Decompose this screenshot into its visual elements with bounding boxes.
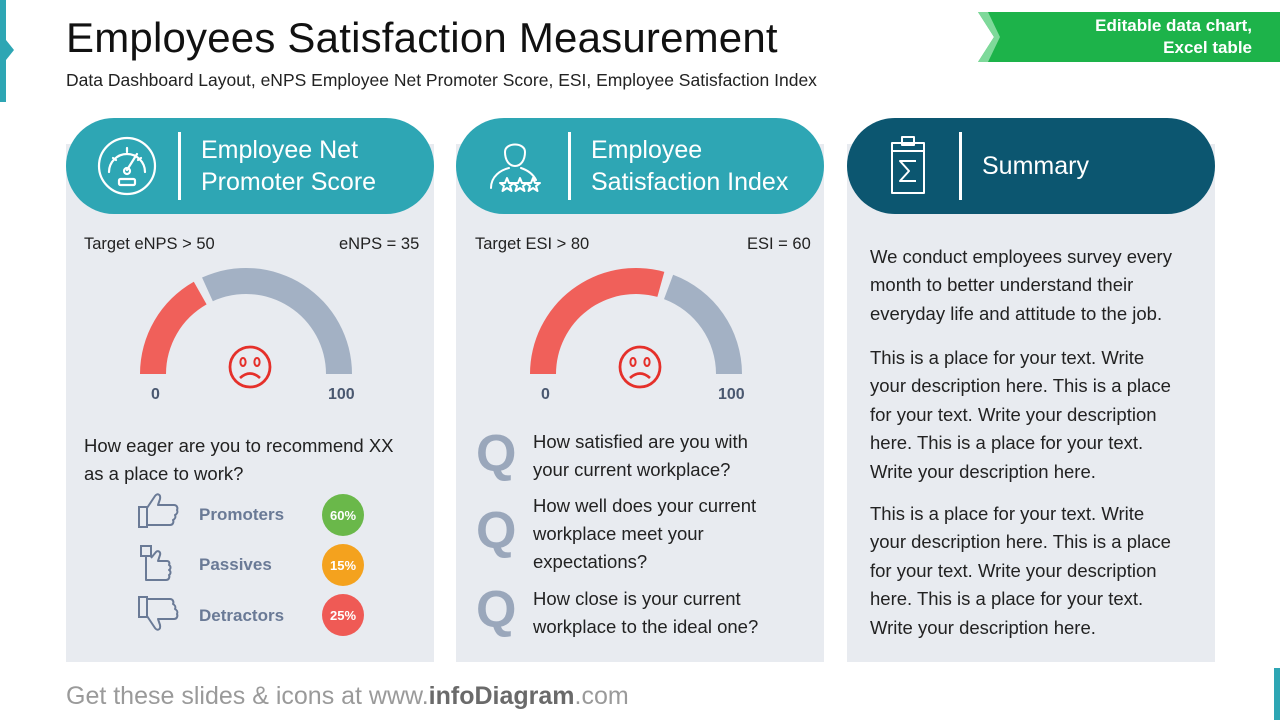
enps-card [66, 144, 434, 662]
sad-face-icon [228, 345, 272, 389]
summary-paragraph-1: We conduct employees survey every month … [870, 243, 1200, 328]
enps-header-line-1: Employee Net [201, 136, 359, 164]
esi-gauge-filled [530, 268, 665, 374]
summary-p2-line-3: for your text. Write your description [870, 403, 1157, 425]
thumbs-down-icon [138, 596, 179, 631]
footer-brand: infoDiagram [428, 682, 575, 710]
summary-p2-line-2: your description here. This is a place [870, 375, 1171, 397]
left-accent-bar [0, 0, 6, 102]
page-subtitle: Data Dashboard Layout, eNPS Employee Net… [66, 70, 817, 90]
esi-gauge [530, 268, 742, 374]
esi-question-2-line-3: expectations? [533, 551, 648, 572]
esi-question-2-line-1: How well does your current [533, 495, 757, 516]
ribbon-line-2: Excel table [1163, 38, 1252, 57]
category-badge-passives: 15% [322, 544, 364, 586]
question-q-letter-2: Q [476, 502, 517, 560]
summary-header: Summary [847, 118, 1215, 214]
summary-card [847, 144, 1215, 662]
footer-prefix: Get these slides & icons at www. [66, 682, 429, 710]
summary-p3-line-5: Write your description here. [870, 616, 1096, 638]
esi-header-line-2: Satisfaction Index [591, 168, 789, 196]
esi-header-divider [568, 132, 571, 200]
person-rating-icon [482, 131, 552, 201]
category-badge-promoters: 60% [322, 494, 364, 536]
esi-question-1-line-2: your current workplace? [533, 459, 731, 480]
summary-paragraph-2: This is a place for your text. Write you… [870, 344, 1200, 486]
page-title: Employees Satisfaction Measurement [66, 14, 778, 61]
esi-target: Target ESI > 80 [475, 235, 590, 253]
esi-question-3-line-2: workplace to the ideal one? [533, 616, 759, 637]
enps-header: Employee Net Promoter Score [66, 118, 434, 214]
esi-question-3: How close is your current workplace to t… [533, 585, 793, 641]
summary-p3-line-4: here. This is a place for your text. [870, 588, 1144, 610]
summary-header-title: Summary [982, 152, 1089, 180]
summary-p1-line-3: everyday life and attitude to the job. [870, 302, 1163, 324]
esi-gauge-min: 0 [541, 386, 550, 403]
esi-gauge-remaining [664, 274, 742, 374]
editable-ribbon: Editable data chart, Excel table [978, 12, 1280, 62]
speedometer-icon [92, 131, 162, 201]
summary-p3-line-1: This is a place for your text. Write [870, 503, 1145, 524]
sad-face-icon [618, 345, 662, 389]
esi-gauge-max: 100 [718, 386, 745, 403]
clipboard-sigma-icon [873, 131, 943, 201]
ribbon-line-1: Editable data chart, [1095, 16, 1252, 35]
summary-p3-line-3: for your text. Write your description [870, 559, 1157, 581]
question-q-letter-3: Q [476, 581, 517, 639]
esi-header-line-1: Employee [591, 136, 703, 164]
enps-gauge [140, 268, 352, 374]
footer-link[interactable]: Get these slides & icons at www.infoDiag… [66, 682, 629, 711]
question-q-letter-1: Q [476, 425, 517, 483]
enps-gauge-max: 100 [328, 386, 355, 403]
esi-question-3-line-1: How close is your current [533, 588, 741, 609]
summary-p2-line-5: Write your description here. [870, 460, 1096, 482]
category-label-passives: Passives [199, 555, 272, 574]
esi-question-2: How well does your current workplace mee… [533, 492, 793, 576]
summary-p1-line-1: We conduct employees survey every [870, 246, 1172, 267]
right-accent-bar [1274, 668, 1280, 720]
enps-gauge-remaining [202, 268, 352, 374]
enps-header-line-2: Promoter Score [201, 168, 377, 196]
esi-value: ESI = 60 [747, 235, 811, 253]
category-label-promoters: Promoters [199, 505, 285, 524]
category-badge-detractors: 25% [322, 594, 364, 636]
esi-header-title: Employee Satisfaction Index [591, 134, 788, 198]
summary-p2-line-4: here. This is a place for your text. [870, 432, 1144, 454]
summary-p1-line-2: month to better understand their [870, 274, 1134, 296]
enps-header-title: Employee Net Promoter Score [201, 134, 376, 198]
esi-question-1: How satisfied are you with your current … [533, 428, 793, 484]
enps-gauge-filled [140, 281, 207, 374]
category-label-detractors: Detractors [199, 606, 285, 625]
thumbs-up-icon [138, 493, 179, 528]
enps-header-divider [178, 132, 181, 200]
enps-question-line-2: as a place to work? [84, 463, 244, 484]
summary-paragraph-3: This is a place for your text. Write you… [870, 500, 1200, 642]
esi-card [456, 144, 824, 662]
footer-suffix: .com [574, 682, 629, 710]
enps-question: How eager are you to recommend XX as a p… [84, 432, 394, 488]
enps-question-line-1: How eager are you to recommend XX [84, 435, 394, 456]
summary-p3-line-2: your description here. This is a place [870, 531, 1171, 553]
esi-header: Employee Satisfaction Index [456, 118, 824, 214]
esi-question-1-line-1: How satisfied are you with [533, 431, 748, 452]
summary-header-divider [959, 132, 962, 200]
summary-p2-line-1: This is a place for your text. Write [870, 347, 1145, 368]
enps-target: Target eNPS > 50 [84, 235, 215, 253]
enps-gauge-min: 0 [151, 386, 160, 403]
enps-value: eNPS = 35 [339, 235, 420, 253]
left-accent-notch [6, 40, 14, 60]
esi-question-2-line-2: workplace meet your [533, 523, 704, 544]
thumb-side-icon [140, 545, 172, 581]
